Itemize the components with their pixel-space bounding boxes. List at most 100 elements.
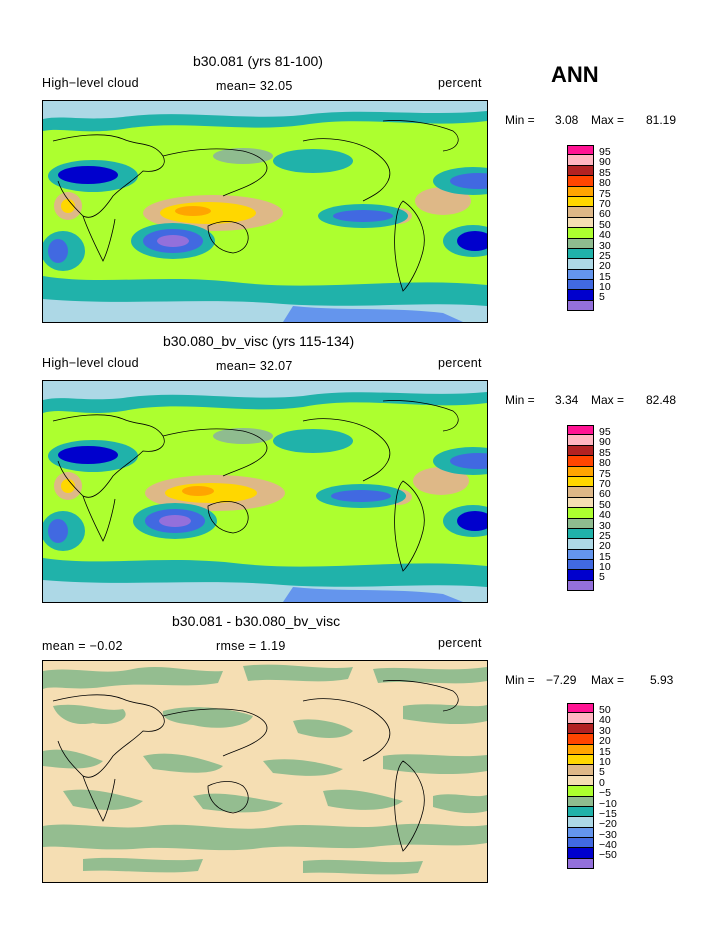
legend-entry: 40 [567,228,657,242]
legend-entry: 25 [567,248,657,261]
legend-swatch [567,560,594,571]
legend-level-label: −10 [599,797,617,810]
legend-level-label: 5 [599,571,605,584]
legend-level-label: 20 [599,735,611,748]
legend-level-label: 10 [599,561,611,574]
legend-level-label: 30 [599,724,611,737]
legend-level-label: 95 [599,146,611,158]
max-value: 82.48 [646,393,677,407]
legend-swatch [567,786,594,797]
legend-swatch [567,570,594,581]
legend-swatch [567,176,594,187]
legend-level-label: 5 [599,766,605,779]
legend-entry: −20 [567,817,657,830]
legend-level-label: 70 [599,477,611,490]
legend-entry: 40 [567,713,657,726]
legend-entry [567,580,657,592]
legend-entry: 50 [567,217,657,230]
legend-entry: 95 [567,145,657,158]
legend-entry: −30 [567,827,657,841]
max-label: Max = [591,393,625,407]
legend-entry: 20 [567,539,657,552]
legend-swatch [567,754,594,766]
legend-swatch [567,269,594,281]
legend-swatch [567,425,594,436]
legend-entry: 50 [567,703,657,715]
legend-entry: 5 [567,290,657,303]
legend-swatch [567,796,594,807]
legend-level-label: 20 [599,260,611,273]
legend-entry: −40 [567,838,657,852]
legend-swatch [567,186,594,197]
legend-entry: 85 [567,165,657,178]
legend-level-label: −50 [599,849,617,862]
legend-level-label: −30 [599,828,617,841]
legend-swatch [567,217,594,229]
panel-title: b30.080_bv_visc (yrs 115-134) [163,333,355,349]
legend-level-label: 85 [599,446,611,459]
legend-swatch [567,207,594,218]
legend-swatch [567,466,594,477]
legend-level-label: 90 [599,156,611,169]
legend-entry: 10 [567,280,657,294]
mean-label: mean= 32.07 [216,359,293,373]
legend-level-label: 40 [599,229,611,242]
legend-swatch [567,549,594,561]
variable-label: High−level cloud [42,356,139,370]
legend-level-label: 60 [599,488,611,501]
legend-swatch [567,765,594,776]
legend-swatch [567,228,594,239]
legend-level-label: 10 [599,281,611,294]
mean-label: mean= 32.05 [216,79,293,93]
cloud-map-1 [42,100,488,323]
legend-swatch [567,580,594,592]
legend-entry: 70 [567,476,657,490]
legend-level-label: 75 [599,187,611,200]
legend-entry: 60 [567,207,657,220]
legend-swatch [567,713,594,724]
legend-entry: 20 [567,259,657,273]
legend-entry: 5 [567,765,657,779]
legend-level-label: 30 [599,239,611,252]
legend-swatch [567,734,594,745]
legend-entry: 80 [567,456,657,470]
units-label: percent [438,76,482,90]
legend-level-label: 30 [599,519,611,532]
legend-swatch [567,838,594,849]
legend-entry: 0 [567,775,657,789]
legend-swatch [567,435,594,446]
legend-swatch [567,445,594,457]
legend-level-label: 0 [599,776,605,789]
color-legend-3: 50 40 30 20 15 10 5 0 −5 −10 −15 −20 −30 −40 −50 [567,703,657,870]
legend-swatch [567,528,594,540]
legend-entry: −5 [567,786,657,800]
legend-level-label: 15 [599,270,611,283]
cloud-map-2 [42,380,488,603]
color-legend-2: 95 90 85 80 75 70 60 50 40 30 25 20 15 10 5 [567,425,657,592]
legend-entry: 10 [567,560,657,574]
legend-entry: 75 [567,466,657,479]
legend-level-label: −40 [599,839,617,852]
legend-level-label: 80 [599,177,611,190]
rmse-label: rmse = 1.19 [216,639,286,653]
season-label: ANN [551,62,599,87]
units-label: percent [438,356,482,370]
legend-swatch [567,497,594,509]
legend-swatch [567,827,594,839]
legend-swatch [567,165,594,177]
max-label: Max = [591,113,625,127]
legend-swatch [567,248,594,260]
legend-entry: 75 [567,186,657,200]
legend-entry: −50 [567,848,657,862]
min-value: 3.08 [555,113,579,127]
legend-entry: 15 [567,269,657,283]
legend-level-label: 40 [599,509,611,522]
legend-swatch [567,858,594,870]
legend-entry: 70 [567,196,657,209]
panel-title: b30.081 - b30.080_bv_visc [172,613,341,629]
legend-level-label: −5 [599,787,611,800]
legend-level-label: 80 [599,457,611,470]
legend-swatch [567,476,594,488]
panel-title: b30.081 (yrs 81-100) [193,53,323,69]
legend-entry: 25 [567,528,657,541]
